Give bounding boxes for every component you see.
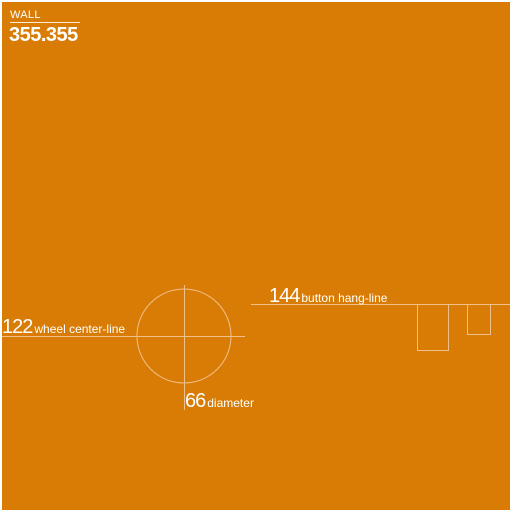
wheel-center-line-measure: 122 wheel center-line [2,317,125,339]
button-outline-small [467,304,491,335]
button-hang-line-measure: 144 button hang-line [269,286,387,308]
diameter-label: diameter [207,396,254,410]
wall-divider [10,22,80,23]
wheel-center-line-label: wheel center-line [34,322,126,336]
button-hang-line-label: button hang-line [301,291,388,305]
button-outline-large [417,304,449,351]
wall-label: WALL [10,9,41,21]
wall-width-value: 355.355 [9,24,78,46]
diameter-value: 66 [185,390,206,412]
diameter-measure: 66 diameter [185,391,254,413]
button-hang-line-value: 144 [269,285,300,307]
wheel-center-line-value: 122 [2,316,33,338]
